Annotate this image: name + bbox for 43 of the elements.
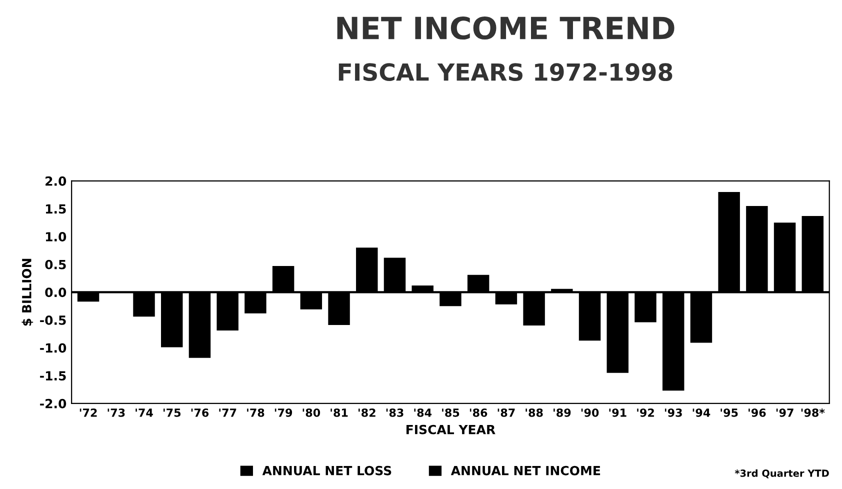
x-tick-label: '90 (581, 408, 599, 417)
x-tick-label: '91 (609, 408, 626, 417)
x-tick-label: '89 (554, 408, 571, 417)
x-tick-label: '86 (470, 408, 488, 417)
x-tick-label: '95 (720, 408, 738, 417)
y-tick-label: 1.0 (46, 232, 66, 242)
text: *3rd Quarter YTD (734, 469, 829, 478)
x-axis-title: FISCAL YEAR (406, 424, 496, 434)
legend-label: ANNUAL NET LOSS (262, 466, 392, 476)
x-tick-label: '74 (136, 408, 153, 417)
y-tick-label: 2.0 (46, 176, 66, 186)
x-tick-label: '96 (748, 408, 766, 417)
x-tick-label: '98* (801, 408, 825, 417)
x-tick-label: '82 (358, 408, 376, 417)
y-tick-label: -2.0 (40, 398, 66, 408)
x-tick-label: '77 (219, 408, 236, 417)
x-tick-label: '73 (108, 408, 125, 417)
y-tick-label: -1.0 (40, 343, 66, 353)
x-tick-label: '78 (247, 408, 264, 417)
x-tick-label: '85 (442, 408, 460, 417)
x-tick-label: '94 (692, 408, 710, 417)
x-tick-label: '83 (386, 408, 404, 417)
x-tick-label: '87 (498, 408, 515, 417)
x-tick-label: '93 (664, 408, 682, 417)
x-tick-label: '80 (302, 408, 320, 417)
y-tick-label: -0.5 (40, 315, 66, 325)
x-tick-label: '84 (414, 408, 432, 417)
legend-label: ANNUAL NET INCOME (450, 466, 600, 476)
chart-title: NET INCOME TREND (337, 16, 674, 40)
y-axis-title: $ BILLION (22, 258, 34, 326)
x-tick-label: '92 (637, 408, 654, 417)
x-tick-label: '81 (330, 408, 348, 417)
x-tick-label: '76 (191, 408, 209, 417)
x-tick-label: '79 (274, 408, 292, 417)
y-tick-label: -1.5 (40, 371, 66, 381)
x-tick-label: '88 (526, 408, 543, 417)
chart-subtitle: FISCAL YEARS 1972-1998 (338, 63, 672, 82)
x-tick-label: '72 (80, 408, 97, 417)
y-tick-label: 0.5 (45, 260, 66, 270)
y-tick-label: 0.0 (45, 288, 66, 298)
x-tick-label: '97 (776, 408, 794, 417)
y-tick-label: 1.5 (46, 204, 66, 214)
x-tick-label: '75 (163, 408, 181, 417)
